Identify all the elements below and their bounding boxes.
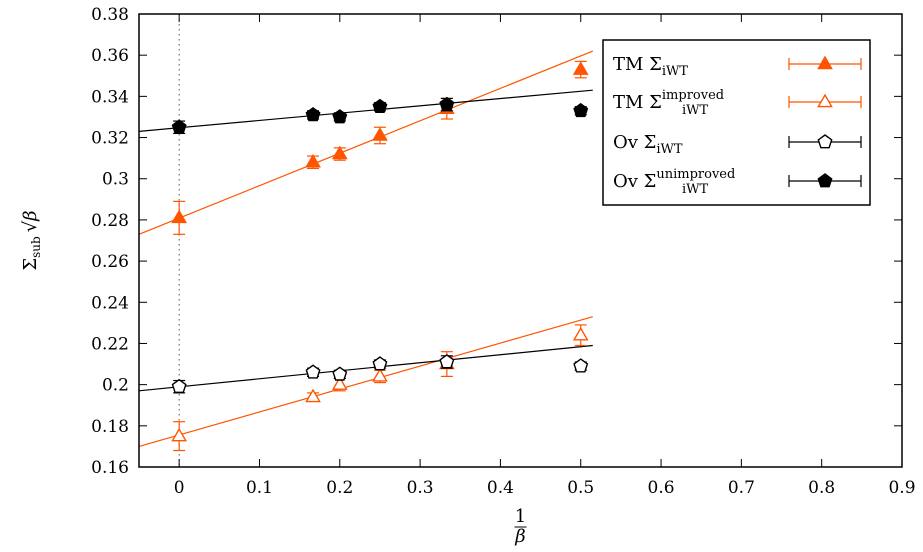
y-tick-label: 0.22 <box>91 334 129 354</box>
legend-entry-name: TM Σ <box>613 54 662 75</box>
data-point <box>331 145 348 160</box>
data-point <box>332 109 348 124</box>
y-tick-label: 0.38 <box>91 5 129 25</box>
y-axis-label: Σsub √β <box>20 210 43 270</box>
legend-entry-superscript: unimproved <box>656 167 735 182</box>
legend-entry-label: TM ΣiWT <box>613 54 688 79</box>
axis-labels: 1 β Σsub √β <box>20 210 527 547</box>
data-point <box>572 326 589 341</box>
y-axis-label-sub: sub <box>29 236 43 258</box>
data-point <box>305 153 321 168</box>
y-tick-label: 0.24 <box>91 293 129 313</box>
data-point <box>573 358 589 373</box>
data-point <box>817 134 833 149</box>
y-tick-label: 0.34 <box>91 87 129 107</box>
x-tick-label: 0.4 <box>487 478 514 498</box>
data-point <box>331 376 348 390</box>
x-tick-label: 0.5 <box>567 478 594 498</box>
y-tick-label: 0.26 <box>91 252 129 272</box>
data-point <box>171 119 187 134</box>
data-point <box>171 427 188 442</box>
y-tick-label: 0.2 <box>102 376 129 396</box>
fit-line <box>138 50 594 235</box>
fit-lines <box>138 50 594 447</box>
x-tick-label: 0.7 <box>728 478 755 498</box>
data-point <box>817 173 833 188</box>
x-axis-label-denominator: β <box>514 526 525 547</box>
legend-entry-subscript: iWT <box>662 64 689 79</box>
plot-frame <box>138 13 903 468</box>
legend-entry-label: Ov ΣiWT <box>613 132 683 157</box>
x-tick-label: 0.9 <box>888 478 915 498</box>
x-tick-label: 0.1 <box>246 478 273 498</box>
legend-entry-subscript: iWT <box>682 103 709 118</box>
legend-entry-name: TM Σ <box>613 92 662 113</box>
legend-entry-subscript: iWT <box>682 182 709 197</box>
y-tick-label: 0.28 <box>91 211 129 231</box>
svg-text:Σsub√β: Σsub √β <box>20 210 43 270</box>
fit-line <box>138 89 593 132</box>
legend-entry-label: TM Σimproved iWT <box>613 88 724 118</box>
data-point <box>439 96 455 111</box>
data-point <box>439 354 455 369</box>
data-point <box>372 127 388 141</box>
x-tick-label: 0.6 <box>648 478 675 498</box>
y-axis-label-sqrt-beta: √β <box>20 210 41 232</box>
legend-entry-name: Ov Σ <box>613 171 656 192</box>
y-tick-label: 0.16 <box>91 458 129 478</box>
y-tick-label: 0.36 <box>91 46 129 66</box>
y-axis-label-sigma: Σ <box>20 258 41 271</box>
x-tick-label: 0 <box>174 478 185 498</box>
data-point <box>817 93 833 108</box>
data-point <box>372 356 388 371</box>
x-axis-label-numerator: 1 <box>515 506 526 527</box>
legend-entry-subscript: iWT <box>656 142 683 157</box>
y-tick-label: 0.32 <box>91 129 129 149</box>
data-point <box>305 364 321 379</box>
data-point <box>372 98 388 114</box>
data-point <box>817 55 833 70</box>
fit-line <box>138 316 593 447</box>
axis-ticks: 0 0.1 0.2 0.3 0.4 0.5 0.6 0.7 0.8 0.9 0.16 0.18 0.2 0… <box>91 5 915 498</box>
x-tick-label: 0.2 <box>326 478 353 498</box>
x-tick-label: 0.8 <box>808 478 835 498</box>
data-point <box>372 367 388 382</box>
data-point <box>305 107 321 122</box>
x-tick-label: 0.3 <box>407 478 434 498</box>
data-point <box>171 209 188 224</box>
data-points <box>171 60 589 452</box>
y-tick-label: 0.3 <box>102 170 129 190</box>
legend-entry-name: Ov Σ <box>613 132 656 153</box>
y-tick-label: 0.18 <box>91 417 129 437</box>
data-point <box>305 388 321 403</box>
data-point <box>572 61 589 75</box>
legend-entry-label: Ov Σunimproved iWT <box>613 167 735 197</box>
data-point <box>573 102 589 118</box>
data-point <box>171 378 187 394</box>
fit-line <box>138 344 593 392</box>
data-point <box>332 366 348 381</box>
legend-entry-superscript: improved <box>662 88 724 103</box>
